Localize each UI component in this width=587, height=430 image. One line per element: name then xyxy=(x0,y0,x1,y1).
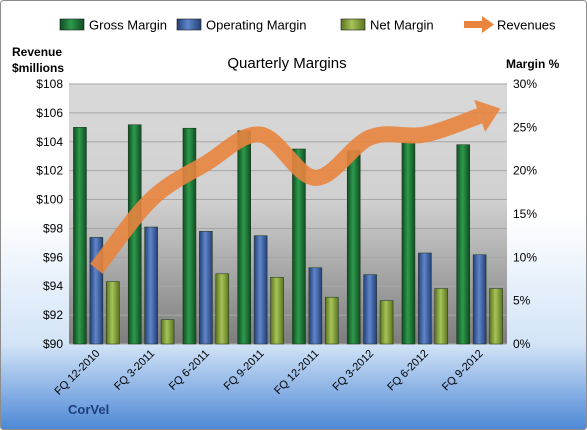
bar-gross-margin xyxy=(401,141,416,345)
right-axis-ticks: 0% 5% 10% 15% 20% 25% 30% xyxy=(513,77,537,351)
bar-gross-margin xyxy=(237,130,251,345)
left-tick-label: $90 xyxy=(43,337,63,351)
bar-operating-margin xyxy=(308,267,323,345)
bar-operating-margin xyxy=(472,254,487,345)
bar-operating-margin xyxy=(418,252,432,345)
legend-swatch-operating-margin xyxy=(176,18,202,31)
left-tick-label: $100 xyxy=(36,193,63,207)
bar-gross-margin xyxy=(292,148,306,345)
right-tick-label: 25% xyxy=(513,120,537,134)
legend-label-operating-margin: Operating Margin xyxy=(206,18,306,33)
right-tick-label: 0% xyxy=(513,337,531,351)
left-tick-label: $102 xyxy=(36,164,63,178)
left-tick-label: $104 xyxy=(36,135,63,149)
bar-gross-margin xyxy=(73,127,87,345)
legend-swatch-net-margin xyxy=(340,18,366,31)
left-tick-label: $98 xyxy=(43,221,63,235)
legend-swatch-arrow xyxy=(482,16,494,33)
revenues-arrowhead xyxy=(474,99,501,132)
gridlines xyxy=(69,83,507,345)
bar-net-margin xyxy=(160,319,175,345)
bar-operating-margin xyxy=(363,274,377,345)
left-axis-title-line2: $millions xyxy=(12,61,64,75)
left-tick-label: $106 xyxy=(36,106,63,120)
bar-operating-margin xyxy=(144,226,158,345)
left-tick-label: $108 xyxy=(36,77,63,91)
left-axis-title-line1: Revenue xyxy=(12,45,62,59)
bar-net-margin xyxy=(434,288,449,345)
right-tick-label: 15% xyxy=(513,207,537,221)
bar-gross-margin xyxy=(346,150,361,345)
right-axis-title: Margin % xyxy=(506,57,560,71)
bar-net-margin xyxy=(270,277,284,345)
bar-net-margin xyxy=(489,288,503,345)
left-tick-label: $94 xyxy=(43,279,63,293)
legend-label-net-margin: Net Margin xyxy=(370,18,434,33)
right-tick-label: 10% xyxy=(513,250,537,264)
left-tick-label: $96 xyxy=(43,250,63,264)
bars xyxy=(73,124,503,345)
legend: Gross Margin Operating Margin Net Margin Re… xyxy=(59,16,556,33)
revenue-line xyxy=(90,99,501,274)
legend-swatch-gross-margin xyxy=(59,18,85,31)
left-axis-ticks: $90 $92 $94 $96 $98 $100 $102 $104 $106 $108 xyxy=(36,77,63,351)
right-tick-label: 5% xyxy=(513,294,531,308)
bar-operating-margin xyxy=(199,231,213,345)
bar-net-margin xyxy=(106,281,120,345)
legend-label-gross-margin: Gross Margin xyxy=(89,18,167,33)
bar-net-margin xyxy=(325,296,339,345)
company-name: CorVel xyxy=(68,402,109,417)
legend-label-revenues: Revenues xyxy=(497,18,556,33)
bar-gross-margin xyxy=(182,127,197,345)
line-revenues xyxy=(90,108,483,274)
bar-net-margin xyxy=(215,273,230,345)
right-tick-label: 30% xyxy=(513,77,537,91)
bar-operating-margin xyxy=(253,235,268,345)
bar-net-margin xyxy=(379,300,394,345)
right-tick-label: 20% xyxy=(513,164,537,178)
left-tick-label: $92 xyxy=(43,308,63,322)
chart-title: Quarterly Margins xyxy=(227,55,346,72)
bar-gross-margin xyxy=(456,144,470,345)
